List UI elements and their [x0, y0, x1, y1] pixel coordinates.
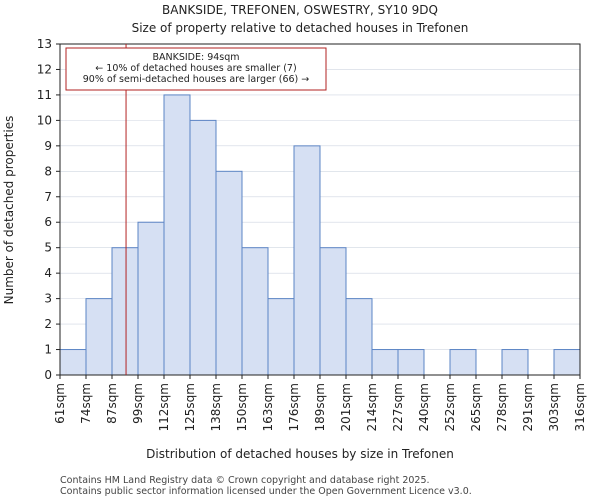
x-tick-label: 125sqm	[183, 383, 197, 431]
histogram-bar	[163, 94, 191, 376]
footer-line-1: Contains HM Land Registry data © Crown c…	[60, 475, 430, 486]
x-tick-label: 74sqm	[79, 383, 93, 424]
histogram-bar	[111, 247, 139, 376]
chart-title: BANKSIDE, TREFONEN, OSWESTRY, SY10 9DQ	[162, 3, 438, 17]
histogram-bar	[293, 145, 321, 376]
annotation-line-2: ← 10% of detached houses are smaller (7)	[95, 63, 296, 74]
chart-subtitle: Size of property relative to detached ho…	[132, 21, 469, 35]
histogram-bar	[85, 298, 113, 376]
x-tick-label: 189sqm	[313, 383, 327, 431]
annotation-line-1: BANKSIDE: 94sqm	[152, 52, 239, 63]
histogram-bar	[553, 349, 581, 376]
histogram-bar	[189, 119, 217, 376]
histogram-bar	[449, 349, 477, 376]
histogram-bar	[345, 298, 373, 376]
x-tick-label: 303sqm	[547, 383, 561, 431]
histogram-bar	[59, 349, 87, 376]
annotation-line-3: 90% of semi-detached houses are larger (…	[83, 74, 310, 85]
y-tick-label: 10	[37, 113, 52, 127]
y-tick-label: 6	[44, 215, 52, 229]
y-tick-label: 12	[37, 62, 52, 76]
x-tick-label: 316sqm	[573, 383, 587, 431]
annotation-frame	[65, 47, 327, 91]
y-tick-label: 2	[44, 317, 52, 331]
y-tick-label: 4	[44, 266, 52, 280]
histogram-bar	[397, 349, 425, 376]
y-tick-label: 0	[44, 368, 52, 382]
x-tick-label: 176sqm	[287, 383, 301, 431]
annotation-box: BANKSIDE: 94sqm ← 10% of detached houses…	[65, 47, 327, 91]
histogram-bar	[501, 349, 529, 376]
footer-line-2: Contains public sector information licen…	[60, 486, 472, 497]
x-tick-label: 61sqm	[53, 383, 67, 424]
bars	[59, 94, 581, 376]
x-tick-label: 278sqm	[495, 383, 509, 431]
x-tick-labels: 61sqm 74sqm 87sqm 99sqm 112sqm 125sqm 138sqm 15…	[53, 375, 587, 431]
x-tick-label: 87sqm	[105, 383, 119, 424]
x-tick-label: 138sqm	[209, 383, 223, 431]
histogram-bar	[267, 298, 295, 376]
histogram-bar	[215, 170, 243, 376]
y-tick-label: 11	[37, 88, 52, 102]
y-tick-label: 3	[44, 292, 52, 306]
y-tick-label: 1	[44, 343, 52, 357]
x-tick-label: 99sqm	[131, 383, 145, 424]
x-tick-label: 227sqm	[391, 383, 405, 431]
y-tick-label: 7	[44, 190, 52, 204]
y-axis-label: Number of detached properties	[2, 116, 16, 305]
histogram-bar	[137, 221, 165, 376]
y-tick-label: 8	[44, 164, 52, 178]
y-tick-label: 9	[44, 139, 52, 153]
x-axis-label: Distribution of detached houses by size …	[146, 447, 454, 461]
y-tick-label: 5	[44, 241, 52, 255]
x-tick-label: 201sqm	[339, 383, 353, 431]
x-tick-label: 163sqm	[261, 383, 275, 431]
histogram-bar	[319, 247, 347, 376]
y-tick-label: 13	[37, 37, 52, 51]
x-tick-label: 252sqm	[443, 383, 457, 431]
x-tick-label: 240sqm	[417, 383, 431, 431]
histogram-bar	[241, 247, 269, 376]
x-tick-label: 112sqm	[157, 383, 171, 431]
x-tick-label: 291sqm	[521, 383, 535, 431]
x-tick-label: 150sqm	[235, 383, 249, 431]
histogram-bar	[371, 349, 399, 376]
x-tick-label: 214sqm	[365, 383, 379, 431]
x-tick-label: 265sqm	[469, 383, 483, 431]
